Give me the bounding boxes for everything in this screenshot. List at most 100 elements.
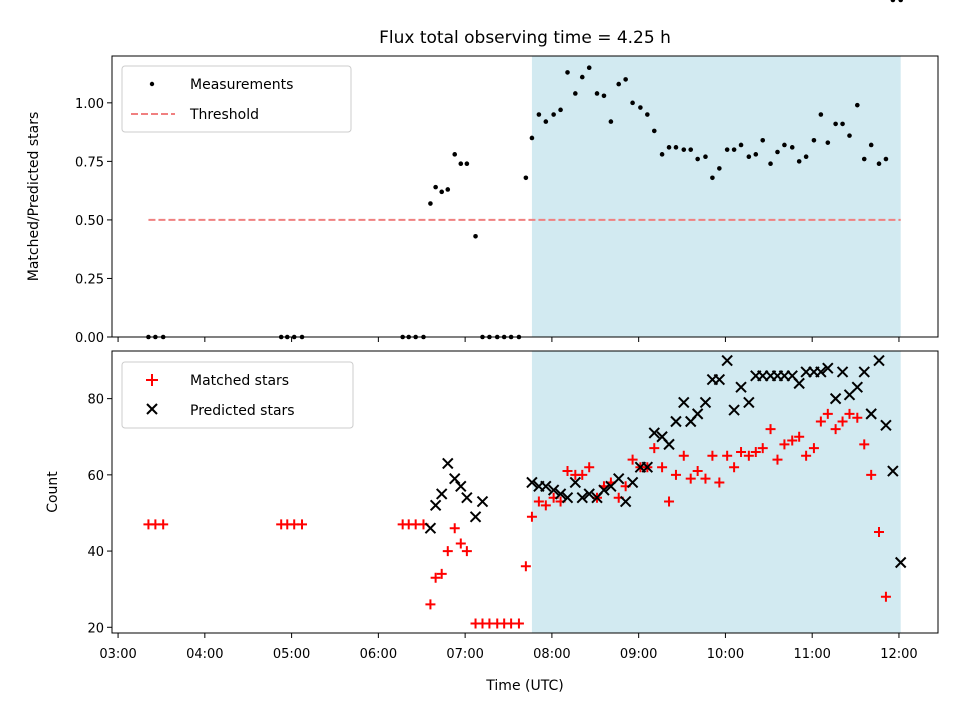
- measurement-point: [803, 154, 809, 159]
- measurement-point: [717, 166, 722, 171]
- matched-star-point: [436, 568, 447, 579]
- predicted-star-point: [851, 381, 864, 393]
- matched-star-point: [584, 462, 595, 473]
- measurement-point: [573, 91, 578, 96]
- predicted-star-point: [648, 427, 660, 439]
- matched-star-point: [859, 439, 870, 450]
- measurement-point: [428, 201, 433, 206]
- measurement-point: [666, 145, 672, 150]
- matched-star-point: [533, 496, 544, 507]
- measurement-point: [616, 81, 622, 87]
- measurement-point: [898, 0, 903, 3]
- measurement-point: [543, 119, 549, 124]
- measurement-point: [782, 142, 787, 148]
- bottom-y-axis-label: Count: [45, 471, 61, 513]
- predicted-star-point: [435, 488, 448, 500]
- bottom-axes-frame: [111, 350, 939, 634]
- legend-threshold-label: Threshold: [189, 107, 259, 123]
- measurement-point: [659, 152, 665, 157]
- legend-measurements-label: Measurements: [190, 77, 293, 93]
- matched-star-point: [442, 546, 453, 557]
- predicted-star-point: [822, 362, 834, 374]
- predicted-star-point: [670, 415, 682, 428]
- matched-star-point: [577, 469, 588, 480]
- matched-star-point: [757, 443, 768, 454]
- bot-ytick-label: 40: [87, 545, 104, 560]
- measurement-point: [529, 135, 535, 141]
- predicted-star-point: [728, 404, 740, 416]
- measurement-point: [710, 175, 715, 181]
- matched-star-point: [700, 473, 711, 484]
- top-ytick-label: 0.50: [75, 214, 104, 229]
- measurement-point: [890, 0, 896, 3]
- top-shade-rect: [531, 56, 901, 337]
- predicted-star-point: [880, 419, 892, 432]
- predicted-stars-series: [424, 354, 907, 569]
- matched-star-point: [520, 561, 531, 572]
- matched-star-point: [837, 416, 848, 427]
- matched-star-point: [794, 431, 805, 442]
- predicted-star-point: [461, 492, 473, 504]
- x-tick-label: 11:00: [793, 647, 830, 662]
- top-y-axis-ticks: 0.00 0.25 0.50 0.75 1.00: [75, 97, 112, 346]
- measurement-point: [645, 112, 650, 117]
- predicted-star-point: [561, 492, 574, 504]
- matched-star-point: [627, 454, 638, 465]
- bottom-legend-box: [121, 361, 354, 429]
- predicted-star-point: [476, 495, 489, 508]
- predicted-star-point: [526, 476, 538, 489]
- measurement-point: [753, 152, 759, 157]
- predicted-star-point: [455, 480, 467, 492]
- matched-star-point: [425, 599, 436, 610]
- matched-star-point: [765, 424, 776, 435]
- matched-star-point: [461, 546, 472, 557]
- measurement-point: [847, 133, 852, 138]
- matched-star-point: [707, 450, 718, 461]
- predicted-star-point: [873, 354, 885, 367]
- predicted-star-point: [612, 472, 625, 485]
- measurement-point: [775, 149, 780, 155]
- measurement-point: [768, 161, 773, 167]
- measurement-point: [464, 161, 470, 167]
- bottom-shaded-region: [531, 351, 901, 633]
- x-tick-label: 09:00: [620, 647, 657, 662]
- matched-star-point: [455, 538, 466, 549]
- top-shaded-region: [531, 56, 901, 337]
- measurement-point: [825, 140, 831, 145]
- matched-star-point: [844, 408, 855, 419]
- legend-predicted-label: Predicted stars: [190, 403, 295, 419]
- matched-star-point: [649, 443, 660, 454]
- matched-star-point: [779, 439, 790, 450]
- predicted-star-point: [858, 366, 870, 378]
- predicted-star-point: [626, 476, 639, 489]
- measurement-point: [586, 65, 592, 71]
- matched-star-point: [158, 519, 169, 530]
- top-panel: 0.00 0.25 0.50 0.75 1.00 Matched/Predicted s…: [26, 0, 939, 346]
- bot-shade-rect: [531, 351, 901, 633]
- matched-star-point: [852, 412, 863, 423]
- measurement-point: [433, 184, 438, 190]
- measurement-point: [818, 112, 824, 117]
- measurement-point: [688, 147, 694, 152]
- predicted-star-point: [554, 488, 567, 500]
- measurement-point: [551, 112, 556, 117]
- measurement-point: [473, 234, 478, 239]
- measurement-point: [789, 145, 795, 150]
- predicted-star-point: [793, 377, 805, 390]
- measurement-point: [746, 154, 752, 159]
- measurement-point: [630, 100, 635, 106]
- predicted-star-point: [569, 476, 582, 489]
- measurement-point: [439, 189, 445, 195]
- bottom-legend: Matched stars Predicted stars: [121, 361, 354, 429]
- predicted-star-point: [735, 381, 747, 393]
- matched-star-point: [772, 454, 783, 465]
- measurement-point: [579, 74, 585, 80]
- predicted-star-point: [547, 484, 560, 496]
- matched-star-point: [787, 435, 798, 446]
- bot-ytick-label: 60: [87, 469, 104, 484]
- measurement-point: [868, 142, 874, 148]
- predicted-star-point: [721, 354, 733, 367]
- matched-star-point: [830, 424, 841, 435]
